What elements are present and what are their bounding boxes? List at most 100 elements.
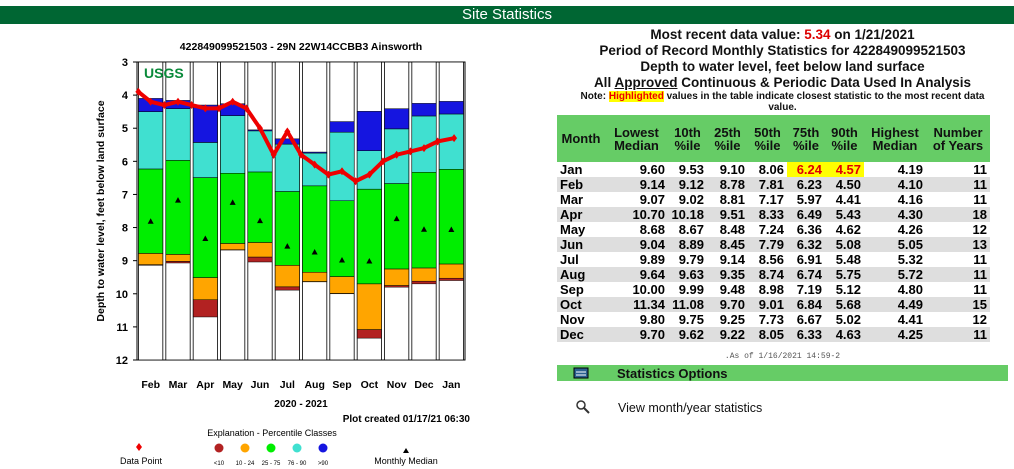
table-cell: Mar bbox=[560, 192, 584, 207]
table-cell: 9.79 bbox=[678, 252, 704, 267]
percentile-band bbox=[411, 172, 437, 269]
percentile-band bbox=[247, 171, 273, 243]
x-axis-label: 2020 - 2021 bbox=[274, 399, 328, 410]
table-row: Nov 9.80 9.75 9.25 7.73 6.67 5.02 4.41 12 bbox=[557, 312, 990, 327]
label: All bbox=[593, 75, 612, 90]
percentile-band bbox=[138, 253, 164, 265]
table-cell: 9.60 bbox=[639, 162, 665, 177]
percentile-band bbox=[356, 329, 382, 339]
table-cell: 9.14 bbox=[719, 252, 745, 267]
table-cell: 6.32 bbox=[787, 237, 825, 252]
data-point bbox=[393, 150, 400, 159]
legend-label: 76 - 90 bbox=[288, 461, 307, 467]
usgs-logo: USGS bbox=[144, 65, 184, 81]
data-point bbox=[243, 104, 250, 113]
median-marker bbox=[421, 226, 427, 232]
table-cell: 4.10 bbox=[864, 177, 926, 192]
legend-label: Data Point bbox=[120, 456, 163, 466]
table-cell: 12 bbox=[972, 222, 987, 237]
table-cell: 7.24 bbox=[758, 222, 784, 237]
table-cell: 6.67 bbox=[796, 312, 822, 327]
table-cell: 11 bbox=[926, 267, 990, 282]
percentile-band bbox=[356, 150, 382, 190]
legend-swatch bbox=[240, 443, 250, 453]
data-point bbox=[407, 147, 414, 156]
percentile-band bbox=[329, 276, 355, 294]
table-cell: Feb bbox=[557, 177, 605, 192]
median-marker bbox=[202, 235, 209, 241]
table-cell: Sep bbox=[560, 282, 584, 297]
legend-swatch bbox=[318, 443, 328, 453]
data-point bbox=[135, 87, 142, 96]
table-cell: 11 bbox=[973, 252, 987, 267]
label: Most recent data value: bbox=[650, 27, 801, 42]
table-cell: 5.02 bbox=[835, 312, 861, 327]
data-point bbox=[325, 170, 332, 179]
percentile-band bbox=[192, 142, 218, 178]
x-tick-label: Feb bbox=[141, 379, 160, 391]
data-point bbox=[216, 104, 222, 113]
table-cell: Dec bbox=[557, 327, 605, 342]
table-row: May 8.68 8.67 8.48 7.24 6.36 4.62 4.26 12 bbox=[557, 222, 990, 237]
data-point bbox=[147, 97, 154, 106]
x-tick-label: Dec bbox=[414, 379, 433, 391]
median-marker bbox=[175, 197, 181, 203]
percentile-band bbox=[247, 130, 273, 173]
median-marker bbox=[229, 199, 236, 205]
legend-label: 10 - 24 bbox=[236, 461, 255, 467]
table-cell: 9.70 bbox=[605, 327, 668, 342]
table-cell: 9.22 bbox=[707, 327, 748, 342]
table-cell: 6.33 bbox=[787, 327, 825, 342]
column-header: Number of Years bbox=[926, 115, 990, 162]
median-marker bbox=[448, 226, 455, 233]
table-cell: 4.41 bbox=[835, 192, 861, 207]
table-row: Sep 10.00 9.99 9.48 8.98 7.19 5.12 4.80 11 bbox=[557, 282, 990, 297]
table-cell: 7.17 bbox=[758, 192, 784, 207]
table-cell: 5.97 bbox=[796, 192, 822, 207]
data-point bbox=[434, 137, 441, 146]
table-row: Jan 9.60 9.53 9.10 8.06 6.24 4.57 4.19 11 bbox=[557, 162, 990, 177]
table-cell: Oct bbox=[557, 297, 605, 312]
percentile-band bbox=[274, 143, 300, 192]
table-row: Apr 10.70 10.18 9.51 8.33 6.49 5.43 4.30 18 bbox=[557, 207, 990, 222]
percentile-band bbox=[356, 188, 382, 285]
x-tick-label: Nov bbox=[387, 379, 407, 391]
median-marker bbox=[366, 257, 373, 264]
table-cell: 9.25 bbox=[719, 312, 745, 327]
legend-label: 25 - 75 bbox=[262, 461, 281, 467]
data-point bbox=[284, 127, 291, 136]
median-marker bbox=[339, 257, 345, 263]
percentile-band bbox=[165, 160, 191, 255]
percentile-band bbox=[165, 108, 191, 161]
table-cell: 9.04 bbox=[605, 237, 668, 252]
table-cell: 6.49 bbox=[787, 207, 825, 222]
table-cell: 6.91 bbox=[796, 252, 822, 267]
table-cell: 11 bbox=[973, 282, 987, 297]
label: Approved bbox=[614, 75, 678, 90]
percentile-band bbox=[220, 115, 246, 174]
table-cell: 9.48 bbox=[719, 282, 745, 297]
median-marker bbox=[393, 215, 400, 222]
table-cell: 8.74 bbox=[748, 267, 787, 282]
x-tick-label: Mar bbox=[169, 379, 188, 391]
y-tick-label: 3 bbox=[122, 57, 128, 69]
table-row: Mar 9.07 9.02 8.81 7.17 5.97 4.41 4.16 11 bbox=[557, 192, 990, 207]
percentile-band bbox=[384, 268, 410, 286]
table-cell: 8.45 bbox=[707, 237, 748, 252]
median-marker bbox=[311, 249, 318, 255]
x-tick-label: Oct bbox=[361, 379, 379, 391]
data-point bbox=[421, 144, 427, 153]
month-year-link[interactable]: View month/year statistics bbox=[618, 401, 763, 415]
data-point bbox=[451, 134, 458, 143]
data-point bbox=[188, 101, 195, 110]
percentile-band bbox=[329, 121, 355, 133]
table-cell: 9.70 bbox=[707, 297, 748, 312]
table-cell: 11 bbox=[973, 192, 987, 207]
table-cell: 4.25 bbox=[864, 327, 926, 342]
data-point bbox=[380, 157, 386, 166]
table-cell: 6.74 bbox=[787, 267, 825, 282]
table-cell: 8.98 bbox=[758, 282, 784, 297]
stats-table: Month Lowest Median 10th %ile 25th %ile 50th… bbox=[557, 115, 990, 342]
legend-swatch bbox=[292, 443, 302, 453]
table-cell: 9.10 bbox=[719, 162, 745, 177]
